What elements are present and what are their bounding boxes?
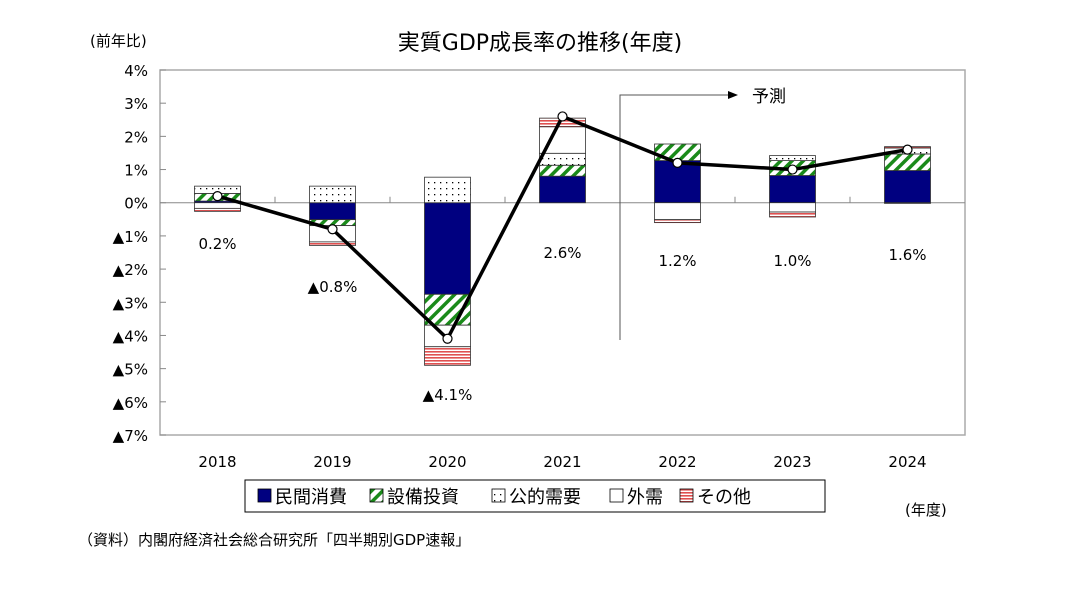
y-tick-label: ▲4% (113, 327, 148, 345)
bar-segment-外需 (884, 202, 931, 204)
bar-segment-設備投資 (424, 293, 471, 326)
x-tick-label: 2021 (543, 453, 581, 471)
legend-label: 設備投資 (387, 487, 459, 508)
data-label: 0.2% (198, 235, 236, 253)
legend-label: 民間消費 (275, 487, 347, 508)
bar-segment-外需 (194, 202, 241, 209)
data-label: 1.2% (658, 252, 696, 270)
y-tick-label: ▲3% (113, 294, 148, 312)
bar-segment-民間消費 (539, 175, 586, 204)
bar-segment-外需 (769, 202, 816, 213)
forecast-annotation: 予測 (752, 87, 786, 107)
gdp-point (442, 333, 453, 344)
bar-segment-その他 (194, 207, 241, 212)
legend-label: 公的需要 (509, 487, 581, 508)
bar-segment-民間消費 (769, 175, 816, 204)
y-tick-label: ▲6% (113, 394, 148, 412)
gdp-point (787, 164, 798, 175)
gdp-point (672, 157, 683, 169)
data-label: 1.6% (888, 246, 926, 264)
y-tick-label: 3% (124, 95, 148, 113)
x-tick-label: 2024 (888, 453, 926, 471)
x-tick-label: 2023 (773, 453, 811, 471)
forecast-bracket (619, 94, 730, 340)
bar-segment-その他 (769, 211, 816, 218)
arrow-icon (728, 91, 738, 99)
gdp-point (902, 144, 913, 155)
bar-segment-公的需要 (769, 155, 816, 161)
bar-segment-民間消費 (309, 202, 356, 221)
y-tick-label: 0% (124, 195, 148, 213)
source-note: （資料）内閣府経済社会総合研究所「四半期別GDP速報」 (78, 531, 470, 549)
bar-segment-公的需要 (309, 185, 356, 204)
bar-segment-外需 (654, 202, 701, 221)
legend-swatch (491, 488, 506, 503)
data-label: ▲4.1% (423, 386, 473, 404)
x-tick-label: 2022 (658, 453, 696, 471)
plot-area (159, 69, 966, 436)
gdp-point (327, 224, 338, 235)
x-axis-label: (年度) (905, 501, 947, 519)
data-label: 1.0% (773, 252, 811, 270)
y-tick-label: ▲5% (113, 361, 148, 379)
bar-segment-民間消費 (424, 202, 471, 295)
gdp-point (557, 111, 568, 122)
legend-swatch (679, 488, 694, 503)
legend-swatch (257, 488, 272, 503)
y-tick-label: 1% (124, 162, 148, 180)
legend-label: その他 (697, 487, 751, 508)
y-tick-label: ▲1% (113, 228, 148, 246)
bar-segment-その他 (424, 346, 471, 366)
legend-box (244, 479, 826, 513)
data-label: ▲0.8% (308, 278, 358, 296)
bar-segment-その他 (654, 219, 701, 224)
legend-swatch (369, 488, 384, 503)
y-axis-label: (前年比) (90, 32, 147, 50)
y-tick-label: ▲7% (113, 427, 148, 445)
legend-swatch (609, 488, 624, 503)
bar-segment-公的需要 (424, 176, 471, 204)
bar-segment-その他 (309, 241, 356, 246)
data-label: 2.6% (543, 244, 581, 262)
x-tick-label: 2020 (428, 453, 466, 471)
y-tick-label: 2% (124, 128, 148, 146)
bar-segment-設備投資 (884, 153, 931, 171)
bar-segment-設備投資 (539, 164, 586, 177)
legend-label: 外需 (627, 487, 663, 508)
chart-title: 実質GDP成長率の推移(年度) (398, 31, 682, 56)
bar-segment-民間消費 (884, 170, 931, 204)
x-tick-label: 2019 (313, 453, 351, 471)
y-tick-label: ▲2% (113, 261, 148, 279)
x-tick-label: 2018 (198, 453, 236, 471)
bar-segment-公的需要 (539, 152, 586, 166)
y-tick-label: 4% (124, 62, 148, 80)
gdp-point (212, 190, 223, 202)
